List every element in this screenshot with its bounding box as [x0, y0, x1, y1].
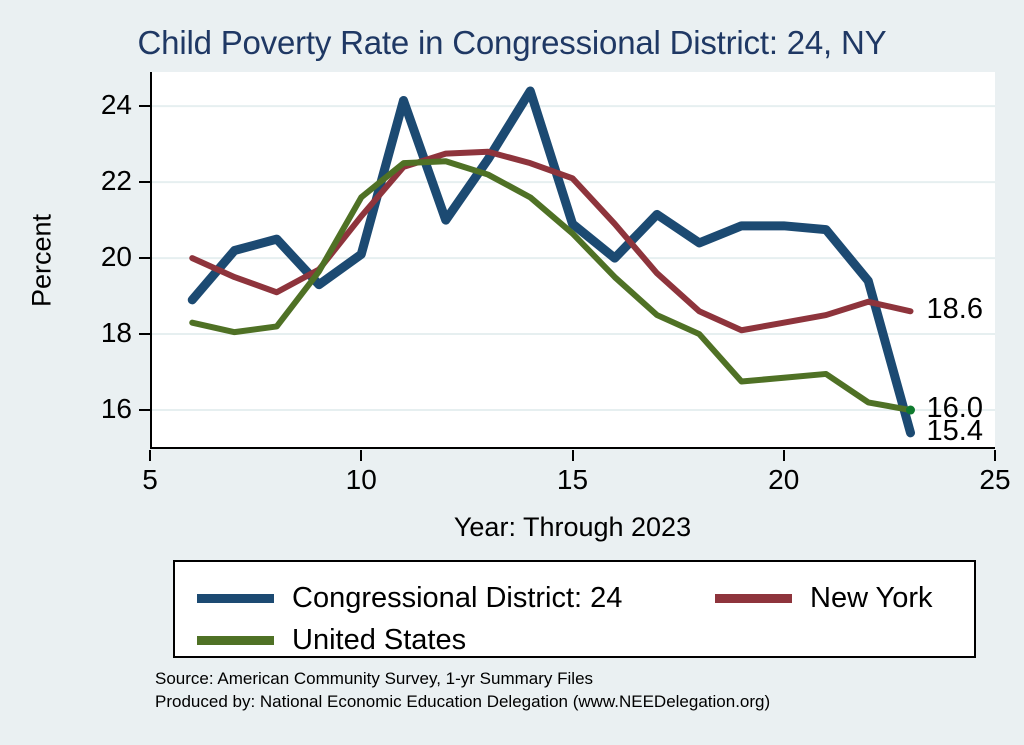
legend-item-ny: New York	[715, 584, 933, 613]
x-tick-label: 5	[142, 464, 158, 495]
series-end-label: 15.4	[926, 414, 983, 447]
legend-label-ny: New York	[810, 582, 933, 614]
series-line	[187, 86, 915, 438]
legend-item-cd: Congressional District: 24	[197, 584, 622, 613]
series-line	[189, 158, 914, 414]
chart-title: Child Poverty Rate in Congressional Dist…	[137, 24, 887, 61]
plot-lines	[150, 86, 995, 438]
footer-producer-line: Produced by: National Economic Education…	[155, 691, 771, 711]
series-end-label: 16.0	[926, 392, 983, 425]
y-tick-label: 16	[100, 393, 132, 425]
y-tick-mark	[139, 257, 150, 260]
y-tick-label: 22	[100, 165, 132, 197]
legend: Congressional District: 24 New York Unit…	[173, 560, 976, 658]
legend-item-us: United States	[197, 626, 466, 655]
y-axis-title: Percent	[26, 213, 57, 308]
y-tick-mark	[139, 181, 150, 184]
footer-note: Source: American Community Survey, 1-yr …	[155, 668, 770, 714]
legend-label-cd: Congressional District: 24	[292, 582, 623, 614]
legend-swatch-ny	[715, 594, 792, 603]
x-axis-line	[150, 447, 995, 449]
x-tick-label: 25	[979, 464, 1011, 495]
legend-swatch-us	[197, 636, 274, 645]
y-tick-mark	[139, 333, 150, 336]
series-end-marker	[906, 405, 915, 415]
y-tick-mark	[139, 409, 150, 412]
y-tick-mark	[139, 105, 150, 108]
x-tick-mark	[782, 450, 785, 461]
y-tick-label: 18	[100, 317, 132, 349]
x-tick-label: 20	[768, 464, 800, 495]
x-tick-mark	[994, 450, 996, 461]
x-tick-label: 15	[556, 464, 589, 495]
series-line	[189, 148, 914, 334]
x-tick-mark	[149, 450, 151, 461]
x-axis-title: Year: Through 2023	[453, 512, 692, 542]
y-tick-label: 24	[100, 89, 132, 121]
x-tick-label: 10	[345, 464, 377, 495]
legend-label-us: United States	[292, 624, 467, 656]
y-axis-line	[150, 72, 152, 448]
x-tick-mark	[360, 450, 363, 461]
legend-swatch-cd	[197, 594, 274, 603]
series-end-label: 18.6	[926, 293, 983, 326]
y-tick-label: 20	[100, 241, 132, 273]
footer-source-line: Source: American Community Survey, 1-yr …	[155, 669, 594, 688]
x-tick-mark	[571, 450, 574, 461]
